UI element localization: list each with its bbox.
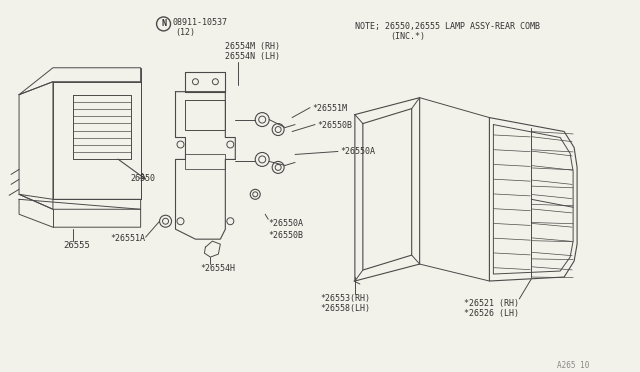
Text: (INC.*): (INC.*) bbox=[390, 32, 425, 41]
Text: 26550: 26550 bbox=[131, 174, 156, 183]
Text: 26554N (LH): 26554N (LH) bbox=[225, 52, 280, 61]
Text: *26554H: *26554H bbox=[200, 264, 236, 273]
Text: *26526 (LH): *26526 (LH) bbox=[465, 309, 520, 318]
Text: 26554M (RH): 26554M (RH) bbox=[225, 42, 280, 51]
Text: *26550B: *26550B bbox=[268, 231, 303, 240]
Text: *26521 (RH): *26521 (RH) bbox=[465, 299, 520, 308]
Text: *26558(LH): *26558(LH) bbox=[320, 304, 370, 313]
Text: A265 10: A265 10 bbox=[557, 361, 589, 370]
Text: 26555: 26555 bbox=[63, 241, 90, 250]
Text: (12): (12) bbox=[175, 28, 195, 37]
Text: *26550B: *26550B bbox=[317, 121, 352, 129]
Text: *26553(RH): *26553(RH) bbox=[320, 294, 370, 303]
Text: NOTE; 26550,26555 LAMP ASSY-REAR COMB: NOTE; 26550,26555 LAMP ASSY-REAR COMB bbox=[355, 22, 540, 31]
Text: *26551A: *26551A bbox=[111, 234, 146, 243]
Text: *26550A: *26550A bbox=[268, 219, 303, 228]
Text: 08911-10537: 08911-10537 bbox=[173, 18, 227, 27]
Text: N: N bbox=[161, 19, 166, 28]
Text: *26550A: *26550A bbox=[340, 147, 375, 157]
Text: *26551M: *26551M bbox=[312, 104, 347, 113]
